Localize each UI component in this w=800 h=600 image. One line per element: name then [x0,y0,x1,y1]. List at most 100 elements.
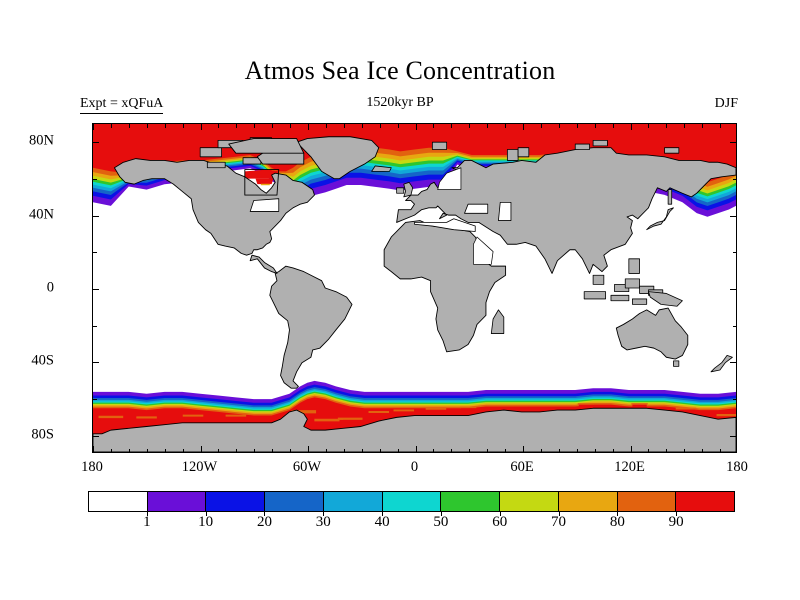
map-polygon [98,415,124,419]
axis-tick [666,448,668,452]
colorbar-tick-label: 1 [143,514,151,530]
axis-tick [308,446,309,452]
map-polygon [136,416,157,419]
axis-tick [505,124,507,128]
axis-tick [523,124,524,130]
map-polygon [427,409,445,412]
axis-tick [200,446,202,452]
colorbar-tick [440,512,442,516]
map-polygon [206,161,226,169]
x-axis-tick-label: 120E [614,459,645,475]
axis-tick [630,124,632,130]
axis-tick [451,448,453,452]
map-polygon [464,203,489,214]
axis-tick [93,325,97,327]
map-polygon [632,298,648,305]
axis-tick [558,448,560,452]
colorbar-tick [676,512,678,516]
colorbar-band [557,492,617,511]
axis-tick [684,124,686,128]
axis-tick [730,362,736,364]
axis-tick [730,142,736,144]
map-polygon [677,409,695,412]
map-polygon [459,406,477,409]
axis-tick [720,124,722,128]
axis-tick [254,124,256,128]
map-polygon [296,136,380,180]
axis-tick [415,446,417,452]
map-polygon [592,274,605,285]
colorbar-band [499,492,558,511]
x-axis-tick-label: 180 [726,459,748,475]
axis-tick [325,448,327,452]
axis-tick [523,446,524,452]
map-polygon [244,169,280,196]
axis-tick [433,124,435,128]
map-polygon [369,413,388,416]
colorbar-band [264,492,323,511]
colorbar-tick [323,512,325,516]
axis-tick [558,124,560,128]
map-polygon [371,165,392,172]
map-polygon [615,307,689,360]
y-axis-tick-label: 0 [46,279,54,296]
map-polygon [225,414,247,417]
colorbar-tick-label: 50 [433,514,449,530]
map-polygon [137,418,156,422]
axis-tick [487,448,489,452]
axis-tick [93,215,99,217]
season-label: DJF [714,96,738,111]
axis-tick [594,448,596,452]
map-polygon [574,143,590,150]
colorbar-tick-label: 20 [256,514,272,530]
axis-tick [128,448,130,452]
map-polygon [425,407,447,410]
map-graphic [93,124,736,452]
axis-tick [451,124,453,128]
axis-tick [469,448,471,452]
x-axis-tick-label: 60W [292,459,322,475]
map-polygon [631,403,648,405]
axis-tick [666,124,668,128]
axis-tick [487,124,489,128]
axis-tick [146,448,148,452]
axis-tick [93,124,94,130]
map-polygon [514,406,529,409]
axis-tick [272,124,274,128]
axis-tick [397,448,399,452]
axis-tick [308,124,309,130]
axis-tick [361,124,363,128]
map-polygon [624,278,640,289]
axis-tick [361,448,363,452]
map-polygon [396,187,405,194]
map-polygon [473,236,494,265]
axis-tick [272,448,274,452]
axis-tick [730,215,736,217]
map-polygon [664,147,680,154]
colorbar-band [322,492,382,511]
map-polygon [431,141,448,150]
axis-tick [732,399,736,400]
axis-tick [648,124,650,128]
experiment-label: Expt = xQFuA [80,96,164,114]
axis-tick [594,124,596,128]
axis-tick [505,448,507,452]
axis-tick [254,448,256,452]
axis-tick [182,448,184,452]
map-polygon [403,181,414,198]
map-polygon [648,291,683,307]
map-polygon [490,309,505,334]
map-polygon [269,265,353,389]
map-polygon [368,410,390,414]
map-polygon [182,414,204,417]
map-polygon [255,178,274,185]
map-plot-area [92,123,737,453]
axis-tick [720,448,722,452]
map-polygon [578,404,594,407]
colorbar-band [205,492,265,511]
figure-title: Atmos Sea Ice Concentration [244,56,556,85]
colorbar-tick-label: 60 [492,514,508,530]
period-label: 1520kyr BP [366,95,434,110]
map-polygon [314,418,344,422]
